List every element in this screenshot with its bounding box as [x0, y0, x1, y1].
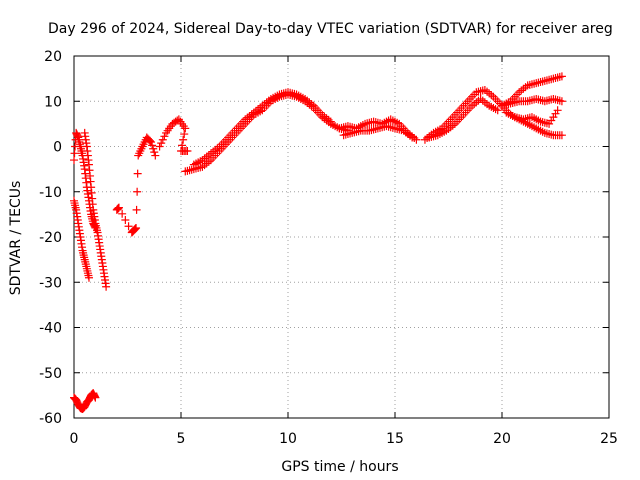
x-tick-label: 5 — [177, 431, 186, 447]
data-point-interp — [118, 209, 127, 218]
series-late-mid — [498, 94, 566, 110]
data-point — [132, 223, 141, 232]
data-point — [557, 97, 566, 106]
y-tick-label: -40 — [39, 321, 62, 337]
data-point-interp — [158, 135, 167, 144]
data-point-interp — [133, 187, 142, 196]
x-tick-label: 0 — [70, 431, 79, 447]
data-point — [114, 203, 123, 212]
y-tick-label: -30 — [39, 275, 62, 291]
data-point — [91, 393, 100, 402]
data-point-interp — [150, 148, 159, 157]
x-tick-label: 20 — [493, 431, 511, 447]
series-daytime-rise-b — [189, 88, 335, 169]
data-point-interp — [180, 130, 189, 139]
data-point — [412, 135, 421, 144]
y-tick-label: 10 — [44, 94, 62, 110]
series-arc-4h — [155, 115, 192, 156]
data-point-interp — [133, 169, 142, 178]
data-point — [557, 131, 566, 140]
data-point — [557, 72, 566, 81]
series-plateau-b — [339, 122, 417, 142]
data-point — [155, 142, 164, 151]
series-branch-mid — [80, 128, 111, 291]
data-point — [70, 156, 78, 165]
y-tick-label: -50 — [39, 366, 62, 382]
data-point — [151, 151, 160, 160]
y-tick-label: -20 — [39, 230, 62, 246]
data-point-interp — [179, 135, 188, 144]
y-tick-label: -10 — [39, 185, 62, 201]
data-point — [181, 124, 190, 133]
data-point — [326, 117, 335, 126]
data-point-interp — [160, 132, 169, 141]
x-tick-label: 25 — [600, 431, 618, 447]
data-point-interp — [70, 149, 79, 158]
x-tick-labels: 0 5 10 15 20 25 — [70, 431, 618, 447]
data-point — [84, 273, 93, 282]
data-point — [183, 147, 192, 156]
y-tick-labels: -60 -50 -40 -30 -20 -10 0 10 20 — [39, 49, 62, 427]
data-point-interp — [157, 139, 166, 148]
series-branch-neg — [70, 196, 93, 282]
x-tick-label: 15 — [386, 431, 404, 447]
data-point-interp — [149, 144, 158, 153]
data-point — [147, 137, 156, 146]
grid-lines — [74, 56, 609, 418]
series-late-lower-b — [502, 106, 562, 128]
series-evening-rise-b — [425, 94, 502, 142]
y-tick-label: -60 — [39, 411, 62, 427]
data-point-interp — [148, 141, 157, 150]
x-axis-label: GPS time / hours — [281, 459, 398, 475]
data-point — [553, 106, 562, 115]
data-points — [70, 72, 566, 413]
data-point-interp — [121, 216, 130, 225]
series-low-cluster — [70, 389, 100, 413]
y-tick-label: 0 — [53, 140, 62, 156]
series-arc-morning — [112, 133, 160, 237]
y-axis-label: SDTVAR / TECUs — [8, 181, 24, 296]
data-point-interp — [145, 136, 154, 145]
data-point — [408, 133, 417, 142]
y-tick-label: 20 — [44, 49, 62, 65]
data-point-interp — [132, 205, 141, 214]
data-point — [493, 106, 502, 115]
data-point — [102, 282, 111, 291]
chart-title: Day 296 of 2024, Sidereal Day-to-day VTE… — [48, 21, 613, 37]
x-tick-label: 10 — [279, 431, 297, 447]
data-point-interp — [124, 222, 133, 231]
